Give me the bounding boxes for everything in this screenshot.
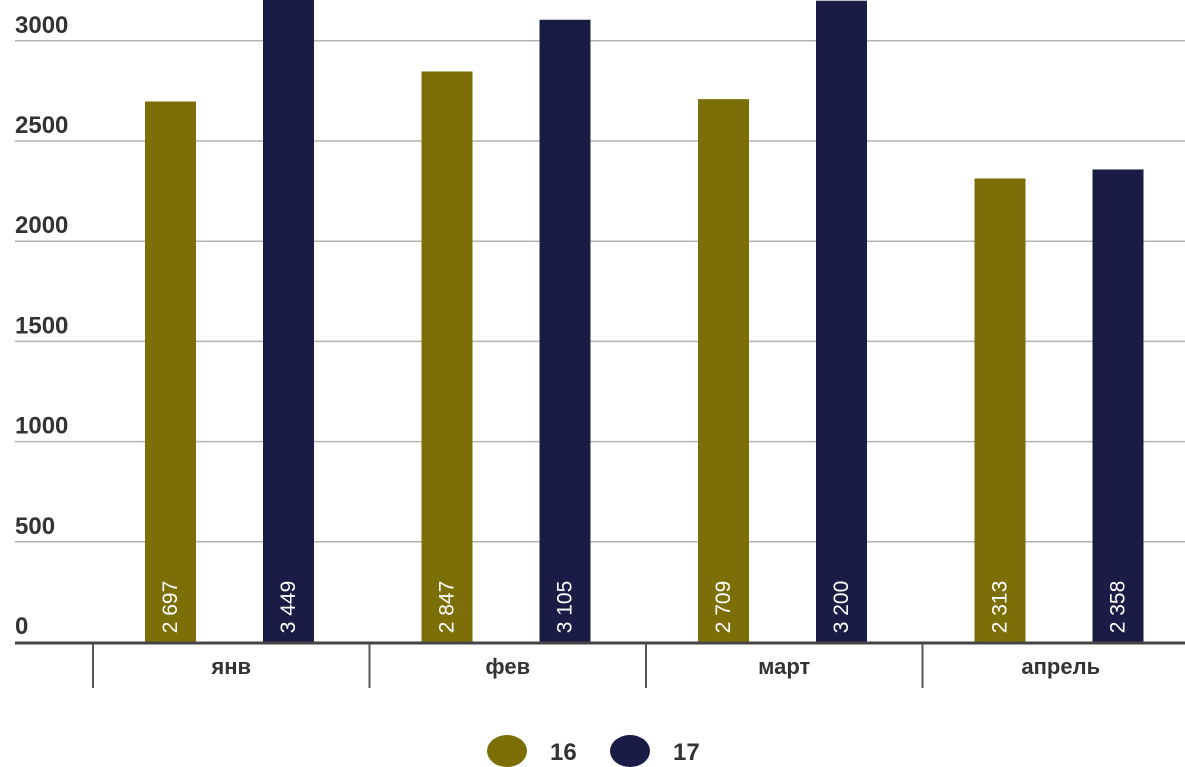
- bars: 2 697 3 449 2 847 3 105 2 709 3 200 2 313 2 358: [145, 0, 1144, 643]
- bar-value-label: 3 105: [554, 581, 577, 634]
- x-tick-label: март: [758, 654, 810, 679]
- x-axis: янв фев март апрель: [15, 641, 1185, 688]
- x-tick-label: апрель: [1021, 654, 1100, 679]
- bar-series-16: [145, 101, 196, 643]
- y-tick-label: 3000: [15, 12, 68, 39]
- y-tick-label: 500: [15, 513, 55, 540]
- legend-label: 16: [550, 739, 577, 766]
- x-tick-label: фев: [485, 654, 530, 679]
- bar-value-label: 2 313: [989, 581, 1012, 634]
- legend: 16 17: [487, 735, 700, 767]
- bar-value-label: 2 709: [712, 581, 735, 634]
- y-tick-label: 2500: [15, 112, 68, 139]
- legend-swatch: [487, 735, 527, 767]
- legend-label: 17: [673, 739, 700, 766]
- bar-series-16: [698, 99, 749, 643]
- bar-series-17: [263, 0, 314, 642]
- y-tick-label: 1500: [15, 312, 68, 339]
- bar-value-label: 3 200: [830, 581, 853, 634]
- x-tick-label: янв: [210, 654, 251, 679]
- bar-series-17: [539, 19, 591, 643]
- bar-value-label: 2 847: [436, 581, 459, 634]
- y-tick-label: 1000: [15, 413, 68, 440]
- bar-value-label: 2 358: [1107, 581, 1130, 634]
- y-axis-tick-labels: 0 500 1000 1500 2000 2500 3000: [15, 12, 68, 640]
- bar-series-16: [974, 178, 1026, 642]
- bar-value-label: 2 697: [159, 581, 182, 634]
- y-tick-label: 0: [15, 613, 28, 640]
- legend-swatch: [610, 735, 650, 767]
- y-tick-label: 2000: [15, 212, 68, 239]
- bar-series-16: [421, 71, 473, 643]
- bar-series-17: [1092, 169, 1144, 643]
- bar-value-label: 3 449: [277, 581, 300, 634]
- bar-series-17: [816, 0, 867, 643]
